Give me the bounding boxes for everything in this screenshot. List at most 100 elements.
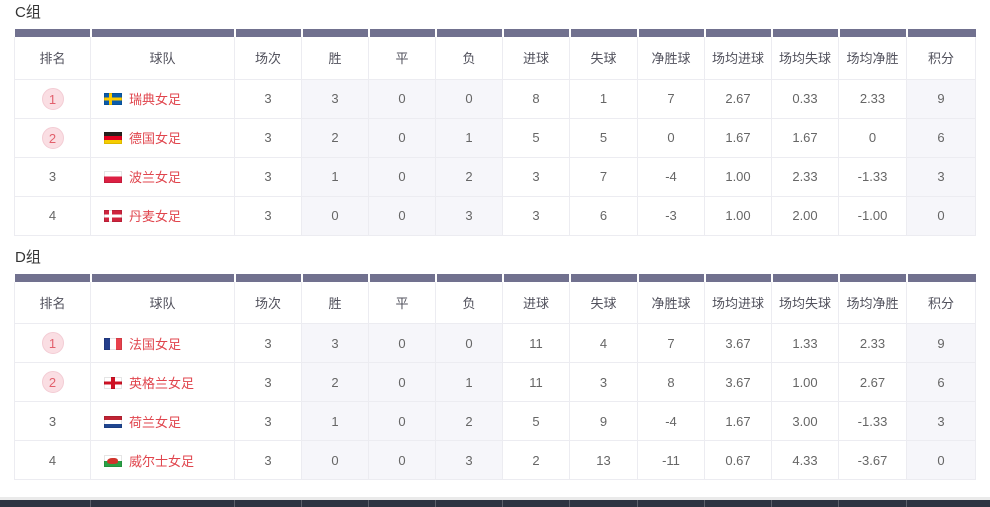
rank-badge: 2 (41, 371, 64, 393)
stat-cell: 3 (234, 401, 302, 441)
flag-france-icon (104, 337, 122, 350)
stat-cell: 2.33 (838, 78, 907, 119)
column-header: 场均净胜 (838, 281, 907, 324)
team-cell: 波兰女足 (90, 156, 235, 197)
rank-cell: 4 (14, 440, 91, 480)
bottom-bar-segment (704, 500, 771, 507)
stat-cell: 3.67 (704, 323, 772, 363)
column-header: 场次 (234, 281, 302, 324)
stat-cell: 5 (502, 117, 570, 158)
next-table-top-bar (0, 500, 990, 507)
stat-cell: 0 (368, 78, 436, 119)
flag-sweden-icon (104, 93, 122, 105)
column-header: 进球 (502, 37, 570, 80)
stat-cell: 3 (569, 362, 638, 402)
team-cell: 丹麦女足 (90, 195, 235, 236)
standings-page: C组 排名 球队 场次胜平负进球 失球 净胜球 场均进球 场均失球 场均净胜 积分 1 瑞典女足 3… (14, 4, 976, 480)
stat-cell: 9 (906, 323, 976, 363)
team-link[interactable]: 德国女足 (129, 131, 182, 146)
column-header: 场均进球 (704, 281, 772, 324)
stat-cell: -4 (637, 156, 705, 197)
stat-cell: 7 (637, 323, 705, 363)
team-link[interactable]: 波兰女足 (129, 170, 182, 185)
rank-badge: 1 (41, 87, 64, 110)
team-link[interactable]: 荷兰女足 (129, 414, 182, 430)
stat-cell: 1.67 (704, 401, 772, 441)
stat-cell: -3 (637, 195, 705, 236)
stat-cell: -1.33 (838, 156, 907, 197)
stat-cell: 0.67 (704, 440, 772, 480)
stat-cell: 0 (301, 195, 369, 236)
stat-cell: 0 (301, 440, 369, 480)
top-bar-segment (905, 29, 976, 37)
rank-cell: 1 (14, 78, 91, 119)
top-bar-segment (636, 29, 705, 37)
stat-cell: -4 (637, 401, 705, 441)
stat-cell: 3 (906, 401, 976, 441)
column-header: 排名 (14, 281, 91, 324)
stat-cell: 0 (368, 117, 436, 158)
bottom-bar-segment (435, 500, 502, 507)
bottom-divider (0, 497, 990, 500)
column-header: 负 (435, 281, 503, 324)
top-bar-segment (14, 29, 91, 37)
top-bar-segment (367, 273, 436, 282)
bottom-bar-segment (771, 500, 838, 507)
flag-england-icon (104, 376, 122, 389)
column-header: 排名 (14, 37, 91, 80)
team-cell: 德国女足 (90, 117, 235, 158)
team-cell: 荷兰女足 (90, 401, 235, 441)
table-row: 4 丹麦女足 3 0 0 3 3 6 -3 1.00 2.00 -1.00 0 (14, 195, 976, 236)
stat-cell: 1.33 (771, 323, 839, 363)
top-bar-segment (703, 273, 772, 282)
team-link[interactable]: 威尔士女足 (129, 453, 195, 469)
stat-cell: 6 (906, 362, 976, 402)
column-header: 场均进球 (704, 37, 772, 80)
column-header: 场均失球 (771, 281, 839, 324)
stat-cell: 0 (368, 156, 436, 197)
stat-cell: 0 (637, 117, 705, 158)
team-link[interactable]: 丹麦女足 (129, 209, 182, 224)
flag-germany-icon (104, 132, 122, 144)
stat-cell: 0 (368, 440, 436, 480)
bottom-bar-segment (906, 500, 990, 507)
stat-cell: 8 (502, 78, 570, 119)
bottom-bar-segment (502, 500, 569, 507)
table-top-bar (14, 29, 976, 37)
stat-cell: 3 (435, 440, 503, 480)
column-header: 场均失球 (771, 37, 839, 80)
column-header: 积分 (906, 281, 976, 324)
groups-container: C组 排名 球队 场次胜平负进球 失球 净胜球 场均进球 场均失球 场均净胜 积分 1 瑞典女足 3… (14, 4, 976, 480)
column-header: 净胜球 (637, 281, 705, 324)
team-link[interactable]: 英格兰女足 (129, 375, 195, 391)
table-row: 1 法国女足 3 3 0 0 11 4 7 3.67 1.33 2.33 9 (14, 323, 976, 363)
top-bar-segment (501, 273, 570, 282)
group-section: D组 排名 球队 场次胜平负进球 失球 净胜球 场均进球 场均失球 场均净胜 积分 1 法国女足 3… (14, 249, 976, 480)
stat-cell: 1.67 (771, 117, 839, 158)
stat-cell: 6 (906, 117, 976, 158)
team-cell: 威尔士女足 (90, 440, 235, 480)
team-link[interactable]: 法国女足 (129, 336, 182, 352)
column-header: 场次 (234, 37, 302, 80)
rank-cell: 3 (14, 401, 91, 441)
stat-cell: -1.00 (838, 195, 907, 236)
bottom-bar-segment (569, 500, 637, 507)
column-header: 失球 (569, 37, 638, 80)
top-bar-segment (233, 273, 302, 282)
stat-cell: 1 (569, 78, 638, 119)
team-link[interactable]: 瑞典女足 (129, 92, 182, 107)
flag-poland-icon (104, 171, 122, 183)
top-bar-segment (905, 273, 976, 282)
standings-table: 排名 球队 场次胜平负进球 失球 净胜球 场均进球 场均失球 场均净胜 积分 1 瑞典女足 3 3 0 0… (14, 29, 976, 236)
stat-cell: 3 (234, 362, 302, 402)
column-header: 失球 (569, 281, 638, 324)
rank-badge: 1 (41, 332, 64, 354)
stat-cell: 2 (435, 401, 503, 441)
column-header: 球队 (90, 37, 235, 80)
top-bar-segment (434, 273, 503, 282)
stat-cell: 8 (637, 362, 705, 402)
standings-table: 排名 球队 场次胜平负进球 失球 净胜球 场均进球 场均失球 场均净胜 积分 1 法国女足 3 3 0 0… (14, 273, 976, 480)
bottom-bar-segment (90, 500, 234, 507)
stat-cell: 9 (906, 78, 976, 119)
top-bar-segment (636, 273, 705, 282)
